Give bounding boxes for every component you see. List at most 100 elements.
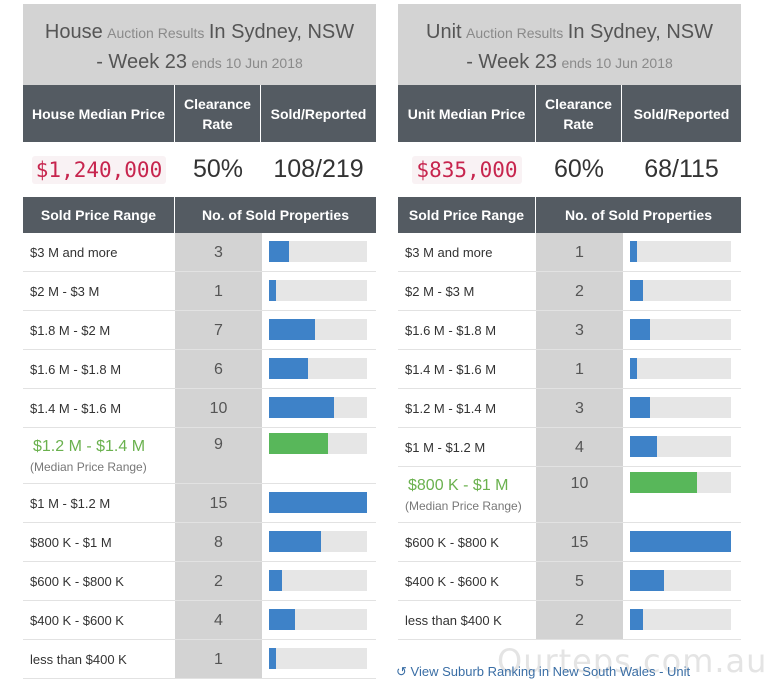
house-table-header: Sold Price Range No. of Sold Properties: [23, 197, 376, 233]
bar-cell: [623, 311, 741, 349]
bar-fill: [269, 358, 308, 379]
bar-track: [630, 397, 731, 418]
price-range-label: $1.2 M - $1.4 M: [33, 437, 146, 455]
sold-count: 5: [536, 562, 623, 600]
bar-cell: [262, 428, 376, 483]
clearance-rate-header: Clearance Rate: [536, 85, 622, 142]
bar-fill: [269, 319, 315, 340]
sold-reported-value: 108/219: [273, 155, 364, 183]
bar-fill: [630, 319, 650, 340]
price-range-label: $3 M and more: [30, 244, 118, 260]
table-row: $800 K - $1 M 8: [23, 523, 376, 562]
median-price-value: $835,000: [412, 155, 522, 184]
table-row: less than $400 K 1: [23, 640, 376, 679]
price-range-label: $600 K - $800 K: [30, 573, 124, 589]
bar-cell: [262, 562, 376, 600]
price-range-label: $800 K - $1 M: [30, 534, 112, 550]
price-range: $2 M - $3 M: [398, 272, 536, 310]
title-week: - Week 23: [466, 51, 557, 73]
house-price-table: $3 M and more 3 $2 M - $3 M 1 $1.8 M - $2 M 7…: [23, 233, 376, 679]
bar-track: [269, 241, 367, 262]
bar-cell: [623, 523, 741, 561]
bar-track: [630, 531, 731, 552]
price-range: $1.4 M - $1.6 M: [398, 350, 536, 388]
bar-fill: [269, 570, 282, 591]
bar-fill: [269, 397, 334, 418]
bar-cell: [262, 350, 376, 388]
range-header: Sold Price Range: [398, 197, 536, 233]
bar-track: [269, 648, 367, 669]
sold-count: 2: [536, 601, 623, 639]
bar-cell: [262, 640, 376, 678]
sold-count: 2: [175, 562, 262, 600]
bar-track: [269, 433, 367, 454]
title-auction: Auction Results: [466, 25, 564, 41]
table-row: $1.6 M - $1.8 M 6: [23, 350, 376, 389]
bar-fill: [269, 531, 321, 552]
view-suburb-ranking-link[interactable]: ↺ View Suburb Ranking in New South Wales…: [396, 664, 690, 680]
bar-cell: [623, 233, 741, 271]
median-range-note: (Median Price Range): [30, 459, 147, 474]
sold-count: 3: [536, 389, 623, 427]
sold-count: 3: [175, 233, 262, 271]
bar-cell: [262, 601, 376, 639]
bar-track: [269, 319, 367, 340]
unit-summary-header: Unit Median Price Clearance Rate Sold/Re…: [398, 85, 741, 142]
price-range: $400 K - $600 K: [23, 601, 175, 639]
house-title: House Auction Results In Sydney, NSW - W…: [23, 4, 376, 85]
bar-track: [630, 319, 731, 340]
sold-count: 15: [175, 484, 262, 522]
bar-track: [630, 241, 731, 262]
price-range-label: $1 M - $1.2 M: [405, 439, 486, 455]
table-row: less than $400 K 2: [398, 601, 741, 640]
title-ends: ends 10 Jun 2018: [191, 55, 303, 71]
price-range: $1.6 M - $1.8 M: [23, 350, 175, 388]
median-price-header: House Median Price: [23, 85, 175, 142]
sold-count: 4: [175, 601, 262, 639]
watermark: Ourteps.com.au: [497, 642, 768, 680]
bar-track: [269, 492, 367, 513]
table-row: $2 M - $3 M 2: [398, 272, 741, 311]
bar-cell: [623, 562, 741, 600]
bar-track: [630, 609, 731, 630]
price-range-label: less than $400 K: [405, 612, 502, 628]
bar-cell: [262, 272, 376, 310]
table-row: $1.4 M - $1.6 M 10: [23, 389, 376, 428]
unit-summary-values: $835,000 60% 68/115: [398, 142, 741, 197]
table-row: $1 M - $1.2 M 15: [23, 484, 376, 523]
price-range: $800 K - $1 M (Median Price Range): [398, 467, 536, 522]
bar-fill: [269, 648, 276, 669]
median-price-header: Unit Median Price: [398, 85, 536, 142]
table-row: $600 K - $800 K 15: [398, 523, 741, 562]
clearance-rate-header: Clearance Rate: [175, 85, 261, 142]
table-row: $1.8 M - $2 M 7: [23, 311, 376, 350]
bar-track: [630, 436, 731, 457]
title-type: Unit: [426, 21, 462, 43]
sold-count: 1: [536, 233, 623, 271]
title-type: House: [44, 21, 103, 43]
sold-count: 2: [536, 272, 623, 310]
house-summary-values: $1,240,000 50% 108/219: [23, 142, 376, 197]
price-range-label: $1 M - $1.2 M: [30, 495, 111, 511]
sold-count: 10: [536, 467, 623, 522]
title-auction: Auction Results: [107, 25, 205, 41]
bar-track: [630, 570, 731, 591]
house-summary-header: House Median Price Clearance Rate Sold/R…: [23, 85, 376, 142]
count-header: No. of Sold Properties: [564, 207, 712, 223]
bar-track: [269, 358, 367, 379]
bar-track: [269, 570, 367, 591]
sold-count: 15: [536, 523, 623, 561]
table-row: $3 M and more 3: [23, 233, 376, 272]
clearance-rate-value: 50%: [192, 155, 244, 183]
bar-fill: [269, 609, 295, 630]
table-row: $800 K - $1 M (Median Price Range) 10: [398, 467, 741, 523]
sold-reported-header: Sold/Reported: [633, 105, 730, 122]
price-range-label: $1.4 M - $1.6 M: [30, 400, 122, 416]
table-row: $1 M - $1.2 M 4: [398, 428, 741, 467]
sold-count: 3: [536, 311, 623, 349]
bar-fill: [630, 280, 643, 301]
unit-price-table: $3 M and more 1 $2 M - $3 M 2 $1.6 M - $1.8 …: [398, 233, 741, 640]
bar-fill: [630, 397, 650, 418]
price-range: $1.6 M - $1.8 M: [398, 311, 536, 349]
bar-track: [269, 531, 367, 552]
